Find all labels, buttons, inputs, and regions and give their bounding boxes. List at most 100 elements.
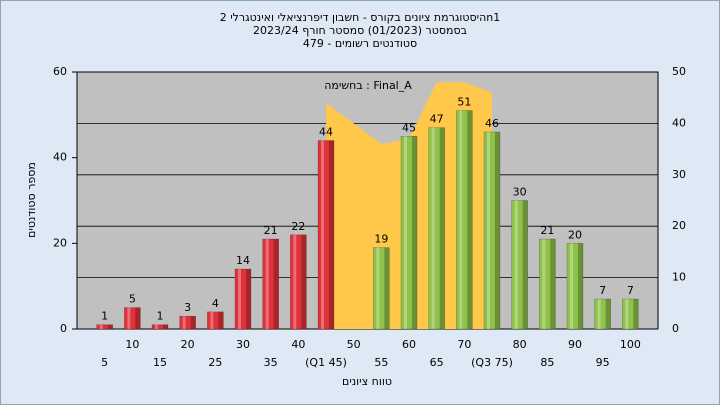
x-tick-label: 40 bbox=[291, 338, 305, 351]
y2-tick-label: 20 bbox=[672, 219, 686, 232]
value-label: 45 bbox=[402, 121, 416, 134]
bar bbox=[483, 131, 501, 330]
bar-shade bbox=[163, 324, 168, 329]
x-tick-label: 70 bbox=[457, 338, 471, 351]
x-tick-label: 50 bbox=[347, 338, 361, 351]
value-label: 3 bbox=[184, 301, 191, 314]
bar-shine bbox=[238, 269, 241, 329]
bar-shade bbox=[439, 127, 445, 329]
x-tick-label: 35 bbox=[264, 356, 278, 369]
bar-shine bbox=[321, 140, 324, 329]
x-tick-label: 100 bbox=[620, 338, 641, 351]
bar-shade bbox=[329, 140, 334, 329]
value-label: 51 bbox=[457, 96, 471, 109]
bar-shine bbox=[431, 127, 435, 329]
x-tick-label: 25 bbox=[208, 356, 222, 369]
bar bbox=[124, 307, 141, 330]
x-tick-label: (Q1 45) bbox=[305, 356, 347, 369]
bar-shade bbox=[135, 307, 141, 329]
value-label: 21 bbox=[264, 224, 278, 237]
bar-shade bbox=[550, 239, 556, 329]
bar-shade bbox=[190, 316, 196, 329]
bar-shade bbox=[578, 243, 583, 329]
y2-tick-label: 50 bbox=[672, 65, 686, 78]
bar bbox=[539, 238, 556, 330]
y-tick-label: 20 bbox=[53, 236, 67, 249]
bar-shine bbox=[404, 136, 407, 329]
x-tick-label: (Q3 75) bbox=[471, 356, 513, 369]
y-tick-label: 60 bbox=[53, 65, 67, 78]
bar bbox=[428, 127, 445, 330]
value-label: 1 bbox=[157, 310, 164, 323]
value-label: 46 bbox=[485, 117, 499, 130]
value-label: 47 bbox=[430, 113, 444, 126]
bar-shade bbox=[467, 110, 473, 329]
value-label: 5 bbox=[129, 293, 136, 306]
bar-shade bbox=[246, 269, 251, 329]
chart-subtitle: בסמסטר (01/2023) סמסטר חורף 2023/24 bbox=[253, 24, 467, 37]
bar-shine bbox=[625, 299, 629, 329]
bar-shine bbox=[293, 234, 297, 329]
value-label: 30 bbox=[513, 186, 527, 199]
bar-shade bbox=[633, 299, 639, 329]
y-tick-label: 0 bbox=[60, 322, 67, 335]
bar bbox=[622, 298, 639, 330]
y2-tick-label: 30 bbox=[672, 168, 686, 181]
bar-shine bbox=[182, 316, 186, 329]
value-label: 14 bbox=[236, 254, 250, 267]
y2-tick-label: 10 bbox=[672, 271, 686, 284]
bar-shine bbox=[570, 243, 573, 329]
x-tick-label: 65 bbox=[430, 356, 444, 369]
bar-shine bbox=[265, 239, 269, 329]
x-tick-label: 90 bbox=[568, 338, 582, 351]
bar bbox=[594, 298, 611, 330]
value-label: 1 bbox=[101, 310, 108, 323]
bar-shine bbox=[542, 239, 546, 329]
value-label: 7 bbox=[627, 284, 634, 297]
bar bbox=[511, 200, 528, 330]
x-tick-label: 95 bbox=[596, 356, 610, 369]
y-tick-label: 40 bbox=[53, 151, 67, 164]
y2-tick-label: 40 bbox=[672, 116, 686, 129]
bar-shine bbox=[459, 110, 463, 329]
bar bbox=[317, 140, 335, 330]
value-label: 21 bbox=[540, 224, 554, 237]
bar bbox=[96, 324, 113, 330]
bar bbox=[400, 136, 418, 330]
value-label: 7 bbox=[599, 284, 606, 297]
bar bbox=[373, 247, 390, 330]
bar-shade bbox=[412, 136, 417, 329]
annotation: בחשימה : Final_A bbox=[324, 79, 412, 92]
bar-shine bbox=[210, 311, 214, 329]
x-tick-label: 80 bbox=[513, 338, 527, 351]
x-axis-label: טווח ציונים bbox=[342, 375, 392, 388]
bar-shine bbox=[514, 200, 518, 329]
x-tick-label: 55 bbox=[374, 356, 388, 369]
bar-shade bbox=[301, 234, 307, 329]
bar-shine bbox=[127, 307, 131, 329]
bar-shine bbox=[597, 299, 601, 329]
bar-shade bbox=[107, 324, 113, 329]
x-tick-label: 30 bbox=[236, 338, 250, 351]
bar bbox=[290, 234, 307, 330]
bar-shine bbox=[376, 247, 380, 329]
bar bbox=[234, 268, 252, 330]
bar-shine bbox=[487, 131, 490, 329]
x-tick-label: 10 bbox=[125, 338, 139, 351]
value-label: 44 bbox=[319, 126, 333, 139]
bar-shade bbox=[273, 239, 279, 329]
bar bbox=[262, 238, 279, 330]
x-tick-label: 60 bbox=[402, 338, 416, 351]
y2-tick-label: 0 bbox=[672, 322, 679, 335]
bar-shade bbox=[218, 311, 224, 329]
value-label: 4 bbox=[212, 297, 219, 310]
value-label: 20 bbox=[568, 228, 582, 241]
bar-shade bbox=[384, 247, 390, 329]
x-tick-label: 15 bbox=[153, 356, 167, 369]
chart-title: היסטוגרמת ציונים בקורס - חשבון דיפרנציאל… bbox=[220, 11, 501, 24]
x-tick-label: 5 bbox=[101, 356, 108, 369]
bar-shade bbox=[495, 131, 500, 329]
value-label: 19 bbox=[374, 233, 388, 246]
